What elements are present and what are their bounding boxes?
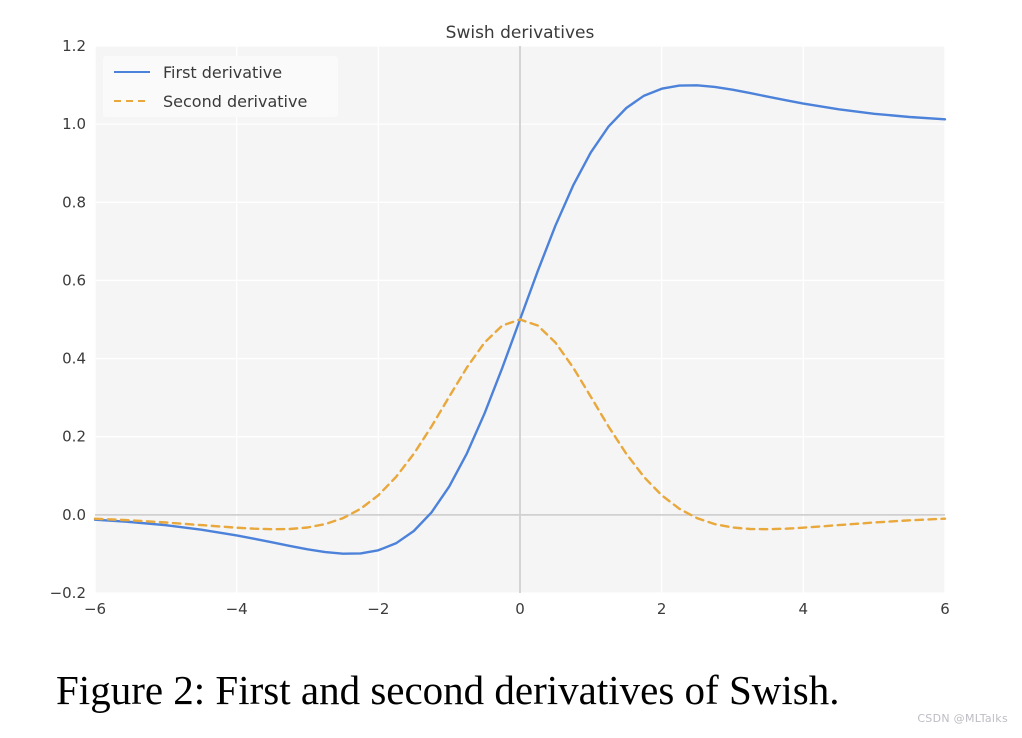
y-tick-label: 0.4 — [62, 350, 86, 368]
y-tick-label: 0.0 — [62, 506, 86, 524]
chart-title: Swish derivatives — [445, 23, 595, 43]
y-tick-label: 0.2 — [62, 428, 86, 446]
x-tick-label: −2 — [367, 600, 389, 618]
y-tick-label: 0.6 — [62, 271, 86, 289]
watermark: CSDN @MLTalks — [917, 712, 1008, 725]
y-tick-label: 0.8 — [62, 193, 86, 211]
first-derivative-line-sample — [114, 71, 150, 73]
legend-item-second-derivative: Second derivative — [114, 92, 338, 111]
second-derivative-line-sample — [114, 99, 150, 103]
legend: First derivative Second derivative — [103, 56, 338, 117]
y-tick-label: 1.0 — [62, 115, 86, 133]
x-tick-label: 6 — [940, 600, 950, 618]
chart: −6 −4 −2 0 2 4 6 −0.2 0.0 0.2 0.4 0.6 0.8 1.0 1.2 — [50, 37, 950, 618]
x-tick-label: −4 — [226, 600, 248, 618]
x-tick-label: 4 — [799, 600, 809, 618]
legend-item-first-derivative: First derivative — [114, 63, 338, 82]
x-tick-label: −6 — [84, 600, 106, 618]
y-tick-label: 1.2 — [62, 37, 86, 55]
x-tick-label: 0 — [515, 600, 525, 618]
legend-label: First derivative — [163, 62, 283, 82]
x-tick-label: 2 — [657, 600, 667, 618]
y-tick-label: −0.2 — [50, 584, 86, 602]
second-derivative-line — [93, 318, 947, 531]
legend-label: Second derivative — [163, 91, 308, 111]
figure-caption: Figure 2: First and second derivatives o… — [56, 667, 840, 713]
